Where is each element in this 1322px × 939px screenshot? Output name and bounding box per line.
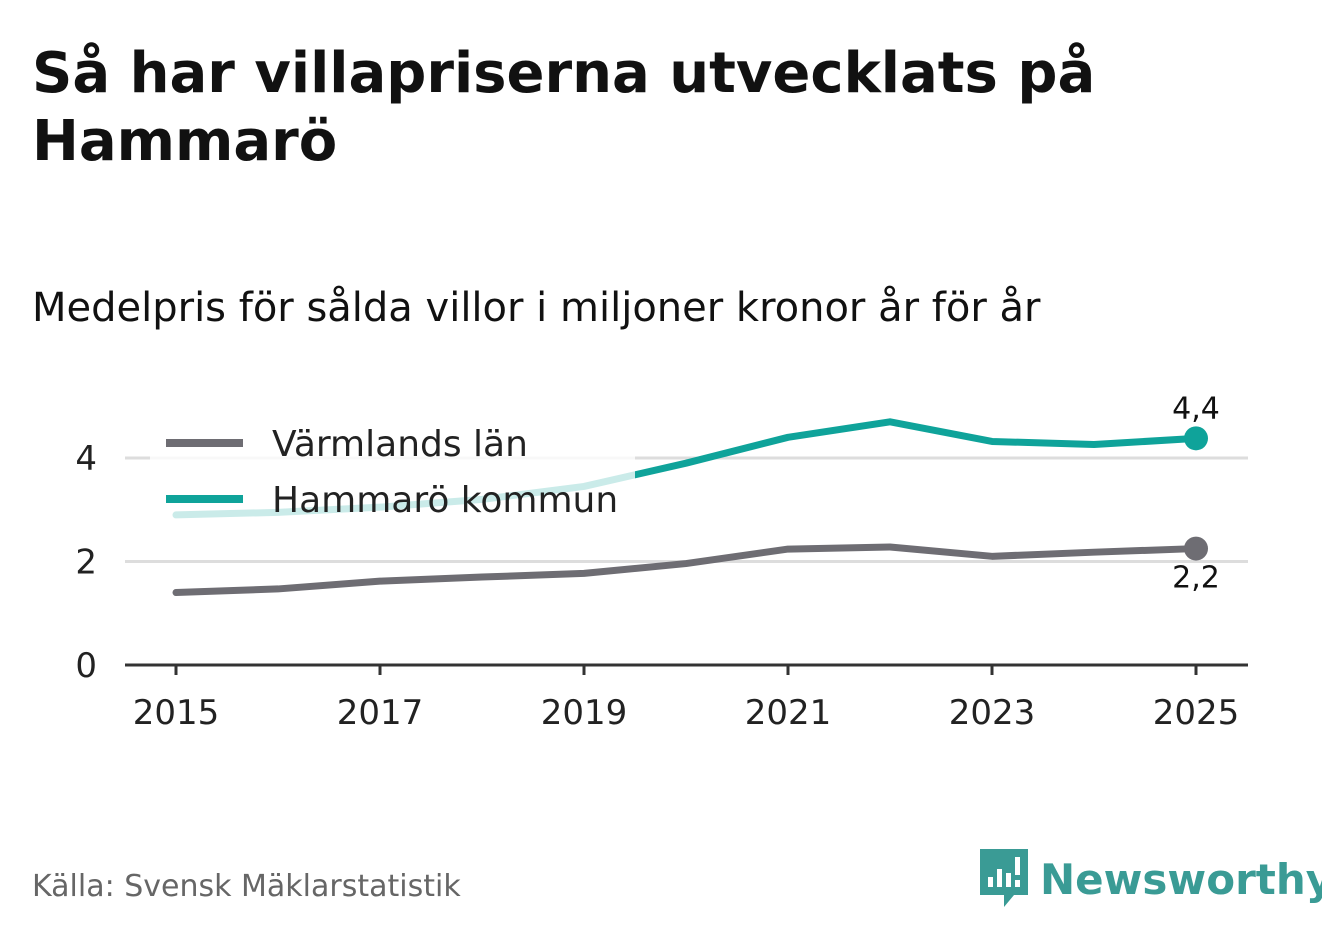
legend-label: Värmlands län <box>272 424 528 465</box>
chart-title: Så har villapriserna utvecklats på Hamma… <box>32 41 1096 174</box>
x-tick-label: 2023 <box>949 693 1036 733</box>
x-tick-label: 2019 <box>541 693 628 733</box>
x-tick-label: 2017 <box>337 693 424 733</box>
series-line-varmland <box>172 543 1200 597</box>
x-tick-label: 2015 <box>133 693 220 733</box>
brand-name: Newsworthy <box>1040 854 1322 904</box>
brand-logo: Newsworthy <box>980 847 1322 911</box>
x-tick-label: 2021 <box>745 693 832 733</box>
end-value-label: 4,4 <box>1172 391 1220 426</box>
end-value-label: 2,2 <box>1172 561 1220 596</box>
x-tick-label: 2025 <box>1153 693 1240 733</box>
source-note: Källa: Svensk Mäklarstatistik <box>32 869 461 904</box>
y-tick-label: 0 <box>75 646 97 686</box>
series-end-point <box>1184 536 1208 561</box>
series-end-point <box>1184 426 1208 451</box>
legend-label: Hammarö kommun <box>272 480 618 521</box>
y-tick-label: 4 <box>75 439 97 479</box>
newsworthy-logo-icon <box>980 849 1028 907</box>
chart-subtitle: Medelpris för sålda villor i miljoner kr… <box>32 285 1041 331</box>
legend-background <box>150 412 635 532</box>
y-tick-label: 2 <box>75 543 97 583</box>
